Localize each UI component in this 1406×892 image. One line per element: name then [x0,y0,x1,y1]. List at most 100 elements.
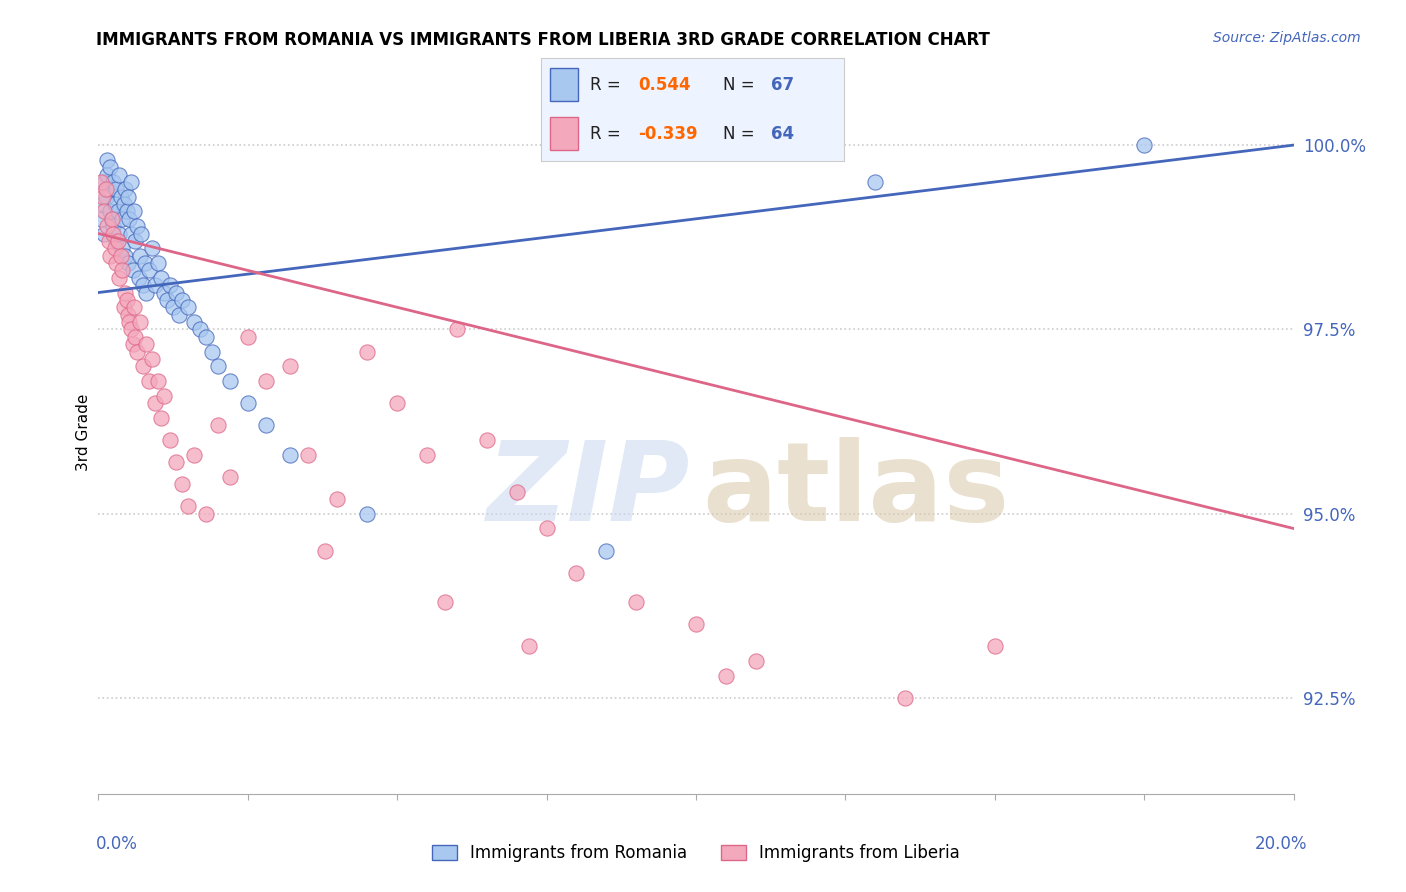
Point [94,190,117,204]
Point [110,249,132,263]
Point [536,521,558,535]
Point [94,182,117,196]
Point [93,204,115,219]
Point [104,241,127,255]
Point [105,256,128,270]
Point [1133,138,1156,153]
Point [297,448,319,462]
Text: R =: R = [589,76,626,94]
Point [150,270,173,285]
Point [159,278,181,293]
Point [714,669,737,683]
Point [207,418,229,433]
Point [219,374,242,388]
Point [195,507,218,521]
Point [138,263,160,277]
Point [124,234,146,248]
Point [108,168,131,182]
Text: N =: N = [723,125,759,143]
Point [177,300,200,314]
Point [315,543,337,558]
Point [98,234,121,248]
Point [93,227,115,241]
Point [150,410,173,425]
Point [254,418,277,433]
Point [128,270,150,285]
Point [143,396,166,410]
Point [114,249,136,263]
Point [254,374,277,388]
Point [127,219,149,234]
Point [172,477,194,491]
Point [115,293,138,307]
Point [141,351,163,366]
Point [90,211,112,226]
Point [626,595,648,609]
Point [167,308,190,322]
Point [183,315,205,329]
Point [111,263,134,277]
Text: atlas: atlas [702,437,1010,544]
Point [159,433,181,447]
Point [111,241,134,255]
Point [201,344,224,359]
Point [745,654,768,668]
Point [104,197,127,211]
Point [124,300,146,314]
Point [96,153,118,167]
Point [356,344,378,359]
Point [107,204,129,219]
Point [120,175,142,189]
Point [103,219,125,234]
Point [108,227,131,241]
Point [156,293,179,307]
Point [112,197,135,211]
Point [115,204,138,219]
Text: N =: N = [723,76,759,94]
Point [122,263,145,277]
Point [96,219,118,234]
Point [177,500,200,514]
Point [135,285,157,300]
Point [100,211,122,226]
Point [865,175,887,189]
Point [172,293,194,307]
Point [98,182,121,196]
Point [153,389,176,403]
Point [112,300,135,314]
Point [107,234,129,248]
Point [475,433,498,447]
Point [132,359,155,374]
Point [446,322,468,336]
Point [100,211,122,226]
Point [96,168,118,182]
Point [135,337,157,351]
Text: 0.544: 0.544 [638,76,690,94]
Point [131,227,153,241]
Point [108,270,131,285]
Text: 64: 64 [770,125,794,143]
Point [565,566,588,580]
Point [385,396,409,410]
Y-axis label: 3rd Grade: 3rd Grade [76,394,91,471]
Point [236,396,259,410]
FancyBboxPatch shape [550,69,578,101]
Point [685,617,707,632]
Point [143,278,166,293]
Point [105,234,128,248]
Point [278,359,301,374]
Point [110,190,132,204]
Point [416,448,439,462]
Point [207,359,229,374]
Point [127,344,149,359]
Point [326,491,349,506]
Point [90,175,112,189]
Point [103,175,125,189]
Point [103,227,125,241]
Point [117,190,139,204]
Point [114,285,136,300]
Point [141,241,163,255]
FancyBboxPatch shape [550,118,578,150]
Point [129,249,152,263]
Point [162,300,184,314]
